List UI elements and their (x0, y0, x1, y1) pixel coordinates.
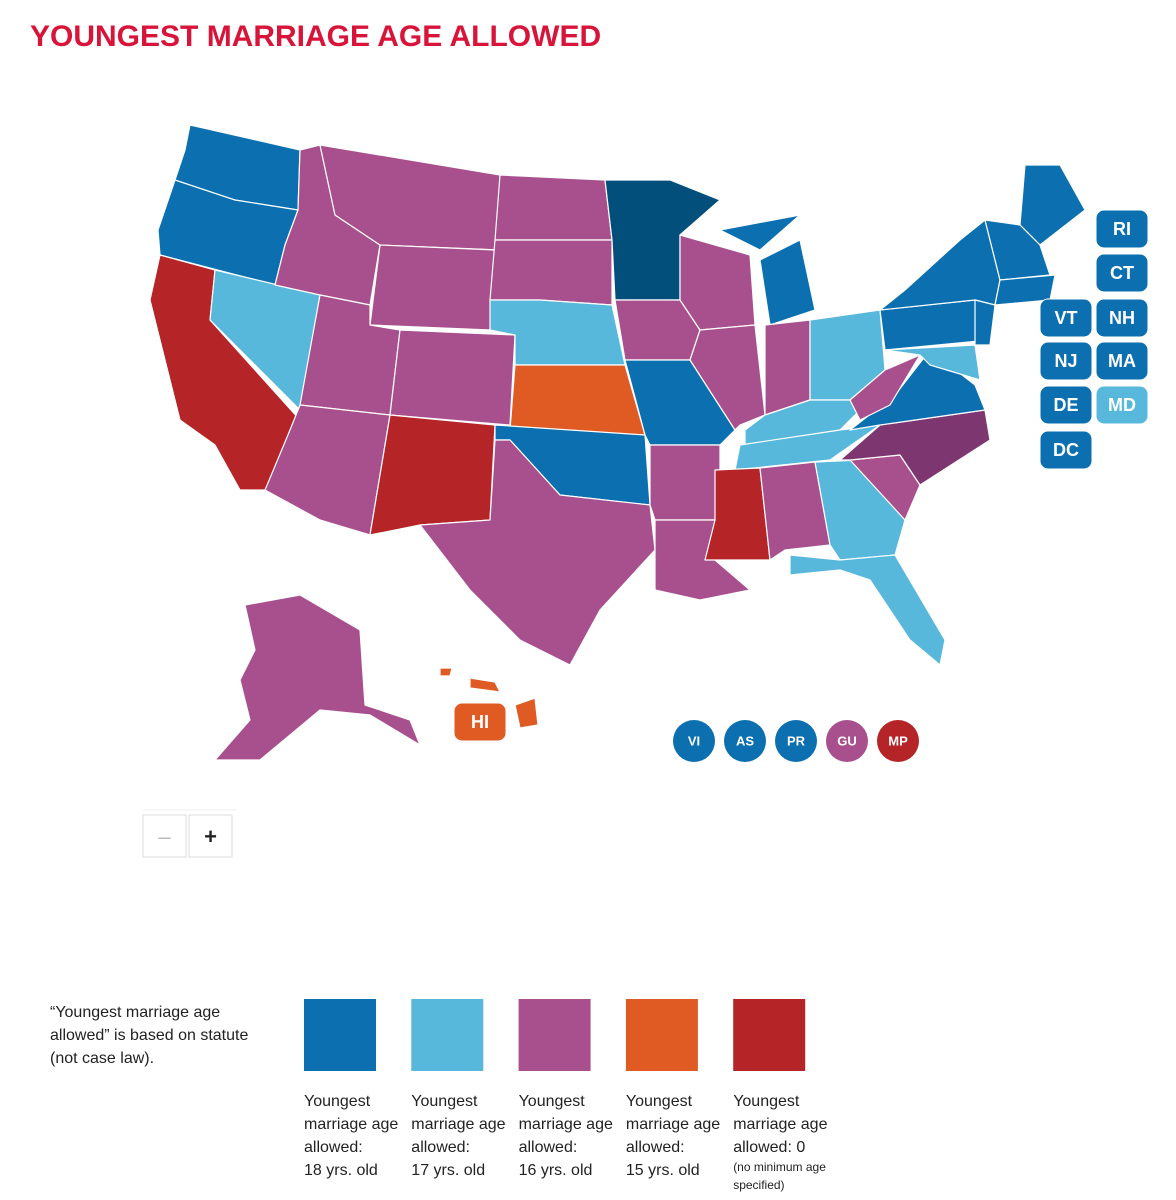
state (759, 461, 831, 561)
us-map (149, 124, 1086, 761)
legend-footnote: (no minimum age (733, 1160, 826, 1174)
state (489, 239, 613, 306)
badge-label[interactable]: RI (1113, 219, 1131, 239)
badge-label[interactable]: DC (1053, 440, 1079, 460)
state (734, 424, 881, 471)
legend-label: 16 yrs. old (519, 1162, 593, 1179)
zoom-in[interactable] (188, 814, 233, 858)
legend-label: marriage age (626, 1116, 720, 1133)
state (469, 677, 501, 693)
badge-label[interactable]: DE (1053, 395, 1078, 415)
state (884, 344, 981, 381)
legend-label: 18 yrs. old (304, 1162, 378, 1179)
badge-label[interactable]: VT (1054, 308, 1077, 328)
territory-label[interactable]: MP (888, 733, 908, 748)
note: “Youngest marriage age allowed” is based … (50, 1004, 248, 1067)
state (514, 697, 539, 729)
state (214, 594, 421, 761)
legend-swatch (625, 999, 698, 1071)
territory-label[interactable]: GU (837, 733, 857, 748)
legend-swatch (733, 999, 806, 1071)
legend-label: Youngest (626, 1093, 693, 1110)
state (1019, 164, 1086, 246)
state (759, 239, 816, 326)
state (849, 354, 921, 421)
badge-label[interactable]: NJ (1054, 351, 1077, 371)
note-line: “Youngest marriage age (50, 1004, 220, 1021)
state (389, 329, 516, 426)
state (494, 174, 613, 241)
badge[interactable] (453, 702, 507, 742)
legend-swatch (518, 999, 591, 1071)
territory-badge[interactable] (826, 720, 868, 762)
badge-label[interactable]: HI (471, 712, 489, 732)
legend-label: allowed: (626, 1139, 685, 1156)
territory-label[interactable]: PR (787, 733, 806, 748)
legend-label: 15 yrs. old (626, 1162, 700, 1179)
badge[interactable] (1039, 385, 1093, 425)
badge-label[interactable]: MA (1108, 351, 1136, 371)
legend-label: allowed: (304, 1139, 363, 1156)
note-line: (not case law). (50, 1050, 154, 1067)
state (649, 444, 721, 521)
state (984, 219, 1051, 281)
legend-label: Youngest (411, 1093, 478, 1110)
badge[interactable] (1095, 298, 1149, 338)
badge[interactable] (1039, 298, 1093, 338)
badge-label[interactable]: MD (1108, 395, 1136, 415)
legend-label: marriage age (411, 1116, 505, 1133)
badge[interactable] (1095, 253, 1149, 293)
badge[interactable] (1095, 385, 1149, 425)
state (764, 319, 811, 416)
zoom-controls: – + (142, 809, 236, 858)
legend-label: marriage age (304, 1116, 398, 1133)
title: YOUNGEST MARRIAGE AGE ALLOWED (30, 20, 601, 53)
badge[interactable] (1095, 209, 1149, 249)
state (689, 324, 766, 431)
state (369, 414, 496, 536)
territory-label[interactable]: VI (688, 733, 700, 748)
legend-label: Youngest (519, 1093, 586, 1110)
territory-badge[interactable] (775, 720, 817, 762)
badge[interactable] (1039, 430, 1093, 470)
state (879, 219, 1001, 311)
zoom-out[interactable] (142, 814, 187, 858)
territory-label[interactable]: AS (736, 733, 754, 748)
state (719, 214, 801, 251)
state (439, 667, 453, 677)
badge-label[interactable]: NH (1109, 308, 1135, 328)
territory-badge[interactable] (724, 720, 766, 762)
legend-label: 17 yrs. old (411, 1162, 485, 1179)
legend-swatch (304, 999, 376, 1071)
state (419, 439, 656, 666)
badge-label[interactable]: CT (1110, 263, 1134, 283)
state (369, 244, 496, 331)
legend-label: allowed: 0 (733, 1139, 805, 1156)
legend-swatch (411, 999, 484, 1071)
state (974, 299, 996, 346)
state (509, 364, 646, 436)
legend-label: Youngest (733, 1093, 800, 1110)
state (679, 234, 756, 331)
zoom-in-label[interactable]: + (204, 824, 217, 849)
legend-label: Youngest (304, 1093, 371, 1110)
legend: Youngest marriage age allowed: 18 yrs. old Y… (304, 999, 828, 1192)
legend-label: allowed: (519, 1139, 578, 1156)
legend-label: marriage age (519, 1116, 613, 1133)
zoom-out-label[interactable]: – (158, 824, 171, 849)
legend-label: marriage age (733, 1116, 827, 1133)
badge[interactable] (1095, 341, 1149, 381)
legend-footnote: specified) (733, 1178, 784, 1192)
state (704, 467, 771, 561)
legend-label: allowed: (411, 1139, 470, 1156)
state (789, 554, 946, 666)
badges: RI CT VT NH NJ MA DE MD DC HI VI AS PR GU MP (453, 209, 1149, 762)
badge[interactable] (1039, 341, 1093, 381)
note-line: allowed” is based on statute (50, 1027, 248, 1044)
territory-badge[interactable] (877, 720, 919, 762)
territory-badge[interactable] (673, 720, 715, 762)
